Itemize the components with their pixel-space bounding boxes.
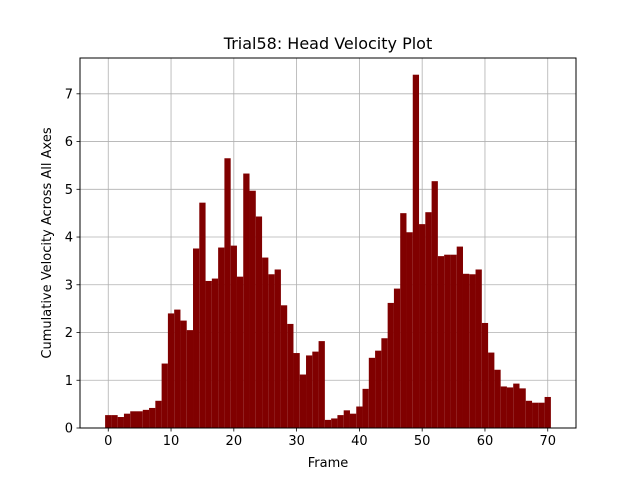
bar bbox=[406, 232, 413, 428]
bar bbox=[136, 411, 143, 428]
y-tick-label: 3 bbox=[65, 278, 73, 293]
bar bbox=[343, 410, 350, 428]
x-tick-label: 60 bbox=[477, 434, 494, 449]
bar bbox=[337, 415, 344, 428]
x-tick-label: 10 bbox=[163, 434, 180, 449]
bar bbox=[255, 216, 263, 428]
y-tick-label: 7 bbox=[65, 87, 73, 102]
bar bbox=[211, 278, 219, 428]
bar bbox=[481, 322, 489, 428]
bar bbox=[431, 181, 438, 428]
bar bbox=[456, 246, 463, 428]
bar bbox=[356, 406, 363, 428]
bar bbox=[167, 313, 175, 428]
bar bbox=[243, 173, 250, 428]
bar bbox=[538, 402, 545, 428]
bar bbox=[532, 402, 539, 428]
bar bbox=[412, 74, 420, 428]
bar bbox=[105, 415, 112, 428]
x-tick-label: 20 bbox=[226, 434, 243, 449]
bar bbox=[368, 357, 376, 428]
y-tick-label: 5 bbox=[65, 183, 73, 198]
bar bbox=[349, 413, 357, 428]
bar bbox=[280, 305, 288, 428]
bar bbox=[293, 353, 300, 428]
bar bbox=[500, 386, 507, 428]
bar bbox=[142, 409, 150, 428]
y-tick-label: 4 bbox=[65, 231, 73, 246]
x-tick-label: 50 bbox=[414, 434, 431, 449]
bar bbox=[494, 369, 501, 428]
chart-title: Trial58: Head Velocity Plot bbox=[223, 34, 432, 53]
bar bbox=[381, 338, 388, 428]
bar bbox=[155, 400, 162, 428]
x-tick-label: 70 bbox=[539, 434, 556, 449]
bar bbox=[488, 352, 495, 428]
y-tick-label: 2 bbox=[65, 326, 73, 341]
x-tick-label: 40 bbox=[351, 434, 368, 449]
bar bbox=[199, 202, 206, 428]
bar bbox=[236, 276, 244, 428]
bar bbox=[393, 288, 401, 428]
bar bbox=[262, 257, 269, 428]
bar bbox=[362, 388, 369, 428]
y-tick-label: 6 bbox=[65, 135, 73, 150]
bar bbox=[425, 212, 432, 428]
bar bbox=[287, 323, 294, 428]
plot-area bbox=[80, 58, 576, 428]
bar bbox=[506, 387, 514, 428]
y-tick-label: 1 bbox=[65, 374, 73, 389]
x-tick-label: 30 bbox=[288, 434, 305, 449]
bar bbox=[306, 355, 313, 428]
bar bbox=[324, 419, 332, 428]
bar bbox=[123, 413, 131, 428]
bar bbox=[117, 417, 124, 428]
bar bbox=[375, 350, 382, 428]
bar bbox=[437, 256, 445, 428]
bar bbox=[186, 330, 194, 428]
bar bbox=[469, 274, 476, 428]
bar bbox=[475, 269, 482, 428]
y-tick-label: 0 bbox=[65, 422, 73, 437]
bar bbox=[149, 407, 156, 428]
bar bbox=[224, 158, 231, 429]
bar bbox=[161, 363, 168, 428]
bar bbox=[387, 302, 394, 428]
bar bbox=[318, 341, 325, 428]
bar bbox=[218, 247, 225, 428]
bar bbox=[193, 248, 200, 428]
bar bbox=[312, 351, 319, 428]
x-axis-label: Frame bbox=[308, 456, 349, 471]
bar bbox=[299, 374, 307, 428]
bar bbox=[513, 383, 520, 428]
bar bbox=[525, 400, 533, 428]
bar bbox=[519, 388, 526, 428]
ticks: 0 10 20 30 40 50 60 70 0 1 2 3 4 5 6 7 bbox=[65, 87, 556, 449]
bar bbox=[331, 418, 338, 428]
bars bbox=[105, 74, 551, 429]
y-axis-label: Cumulative Velocity Across All Axes bbox=[40, 127, 55, 358]
bar bbox=[249, 190, 256, 428]
bar bbox=[180, 320, 187, 428]
bar bbox=[419, 224, 426, 428]
bar bbox=[450, 254, 457, 428]
bar bbox=[274, 269, 281, 428]
plot-frame bbox=[79, 57, 577, 429]
bar bbox=[268, 274, 275, 428]
bar bbox=[400, 213, 407, 428]
bar bbox=[111, 415, 118, 428]
x-tick-label: 0 bbox=[104, 434, 112, 449]
bar bbox=[462, 273, 470, 428]
bar bbox=[205, 280, 212, 428]
bar bbox=[130, 411, 137, 428]
bar bbox=[174, 309, 181, 428]
bar bbox=[230, 245, 237, 428]
bar bbox=[544, 396, 551, 428]
bar bbox=[444, 254, 451, 428]
